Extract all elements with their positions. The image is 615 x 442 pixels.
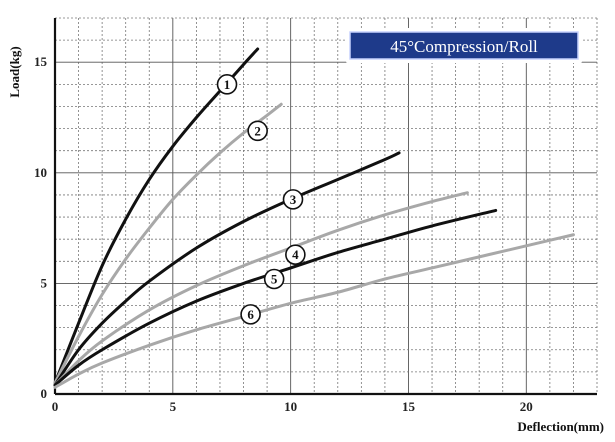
chart-title: 45°Compression/Roll [390, 37, 538, 56]
y-tick-label: 10 [34, 165, 47, 180]
series-line-6 [53, 233, 575, 389]
series-marker-4: 4 [285, 244, 306, 265]
marker-label: 6 [247, 307, 254, 322]
marker-label: 3 [290, 192, 297, 207]
series-line-5 [53, 208, 498, 387]
series-line-4 [53, 191, 469, 387]
series-marker-3: 3 [282, 189, 304, 210]
marker-circle [216, 74, 238, 95]
x-tick-label: 0 [52, 399, 59, 414]
x-tick-label: 20 [520, 399, 533, 414]
marker-circle [282, 189, 304, 210]
y-tick-label: 15 [34, 54, 48, 69]
axes [53, 18, 597, 396]
marker-label: 2 [254, 123, 261, 138]
series-marker-6: 6 [240, 304, 261, 325]
y-tick-label: 0 [41, 386, 48, 401]
series-marker-5: 5 [263, 268, 285, 290]
series-lines [53, 47, 575, 389]
x-tick-label: 15 [402, 399, 416, 414]
marker-label: 5 [271, 271, 278, 286]
y-tick-label: 5 [41, 275, 48, 290]
marker-label: 1 [224, 77, 231, 92]
x-axis-label: Deflection(mm) [517, 419, 604, 434]
series-marker-2: 2 [247, 120, 268, 142]
marker-circle [285, 244, 306, 265]
marker-circle [247, 120, 268, 142]
y-axis-label: Load(kg) [7, 46, 22, 97]
series-markers: 1 2 3 45 6 [216, 74, 306, 325]
chart-title-box: 45°Compression/Roll [346, 28, 582, 63]
marker-circle [240, 304, 261, 325]
series-line-3 [53, 151, 401, 387]
series-marker-1: 1 [216, 74, 238, 95]
marker-circle [263, 268, 285, 290]
x-tick-label: 10 [284, 399, 297, 414]
marker-label: 4 [292, 247, 299, 262]
x-tick-label: 5 [170, 399, 177, 414]
